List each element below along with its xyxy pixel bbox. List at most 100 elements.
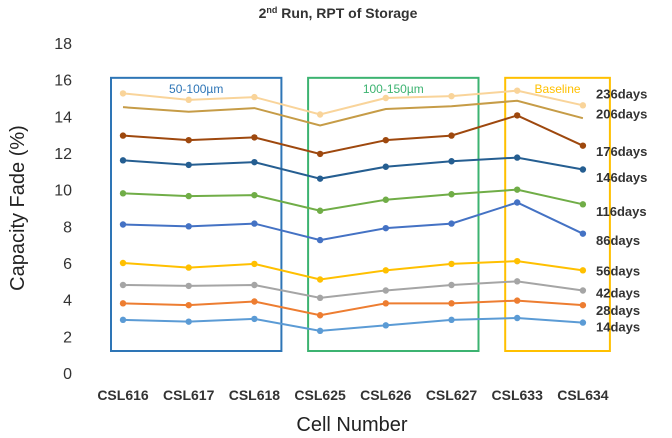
data-point: [185, 192, 192, 200]
data-point: [316, 111, 324, 118]
series-label: 86days: [596, 233, 640, 248]
series-label: 28days: [596, 303, 640, 318]
data-point: [316, 175, 324, 182]
x-tick-label: CSL617: [163, 387, 215, 403]
group-label: Baseline: [535, 82, 581, 96]
data-point: [579, 287, 587, 294]
data-point: [514, 314, 521, 322]
data-point: [382, 94, 389, 102]
data-point: [448, 132, 455, 139]
data-point: [316, 294, 324, 302]
data-point: [514, 112, 521, 119]
series-line: [122, 201, 584, 242]
data-point: [185, 136, 192, 144]
y-tick-label: 6: [63, 256, 72, 273]
group-box: [504, 76, 611, 352]
data-point: [448, 158, 455, 165]
x-tick-label: CSL633: [492, 387, 544, 403]
x-tick-label: CSL618: [229, 387, 281, 403]
data-point: [448, 300, 455, 307]
y-tick-label: 4: [63, 293, 72, 310]
data-point: [382, 287, 389, 294]
data-point: [119, 157, 127, 164]
group-box: [110, 76, 283, 352]
data-point: [514, 278, 521, 285]
data-point: [119, 221, 127, 228]
data-point: [514, 186, 521, 193]
data-point: [185, 301, 192, 309]
series-line: [122, 99, 584, 127]
y-tick-label: 14: [54, 109, 72, 126]
series-line: [122, 156, 584, 180]
y-tick-label: 0: [63, 366, 72, 383]
data-point: [316, 207, 324, 214]
data-point: [251, 315, 258, 323]
y-axis-ticks: 0 2 4 6 8 10 12 14 16 18: [54, 36, 72, 383]
group-box: [307, 76, 480, 352]
y-tick-label: 2: [63, 329, 72, 346]
data-point: [185, 318, 192, 325]
data-point: [185, 282, 192, 290]
data-point: [382, 136, 389, 144]
y-tick-label: 18: [54, 36, 72, 53]
data-point: [185, 223, 192, 230]
x-tick-label: CSL634: [557, 387, 609, 403]
data-point: [448, 281, 455, 289]
x-tick-label: CSL627: [426, 387, 478, 403]
data-point: [448, 191, 455, 198]
data-point: [579, 166, 587, 173]
data-point: [382, 196, 389, 203]
data-point: [316, 312, 324, 319]
data-point: [579, 230, 587, 237]
x-tick-label: CSL625: [294, 387, 346, 403]
data-point: [119, 300, 127, 307]
series-label: 236days: [596, 86, 647, 101]
data-point: [185, 96, 192, 104]
data-point: [316, 236, 324, 244]
series-line: [122, 280, 584, 299]
data-point: [251, 134, 258, 141]
data-point: [448, 220, 455, 227]
x-tick-label: CSL626: [360, 387, 412, 403]
data-point: [185, 161, 192, 169]
data-point: [316, 276, 324, 283]
y-axis-label: Capacity Fade (%): [7, 125, 29, 291]
data-point: [119, 259, 127, 267]
series-label: 56days: [596, 263, 640, 278]
series-lines: [119, 87, 587, 335]
data-point: [316, 150, 324, 158]
data-point: [448, 92, 455, 100]
data-point: [316, 327, 324, 335]
group-label: 100-150µm: [363, 82, 424, 96]
data-point: [251, 298, 258, 305]
series-label: 176days: [596, 144, 647, 159]
data-point: [119, 132, 127, 139]
y-tick-label: 8: [63, 219, 72, 236]
data-point: [514, 154, 521, 161]
series-label: 116days: [596, 204, 647, 219]
data-point: [579, 319, 587, 326]
data-point: [579, 102, 587, 109]
data-point: [251, 220, 258, 227]
data-point: [185, 264, 192, 271]
x-tick-label: CSL616: [97, 387, 149, 403]
data-point: [251, 191, 258, 199]
data-point: [119, 90, 127, 97]
x-axis-label: Cell Number: [296, 414, 407, 436]
data-point: [251, 281, 258, 289]
series-line: [122, 260, 584, 281]
data-point: [382, 322, 389, 329]
group-label: 50-100µm: [169, 82, 223, 96]
series-label: 42days: [596, 285, 640, 300]
series-line: [122, 299, 583, 317]
data-point: [119, 281, 127, 289]
chart-title: 2nd Run, RPT of Storage: [259, 5, 418, 21]
y-tick-label: 16: [54, 73, 72, 90]
group-boxes: 50-100µm 100-150µm Baseline: [110, 76, 611, 352]
data-point: [382, 224, 389, 232]
data-point: [579, 301, 587, 309]
data-point: [382, 300, 389, 307]
series-line: [122, 89, 584, 116]
